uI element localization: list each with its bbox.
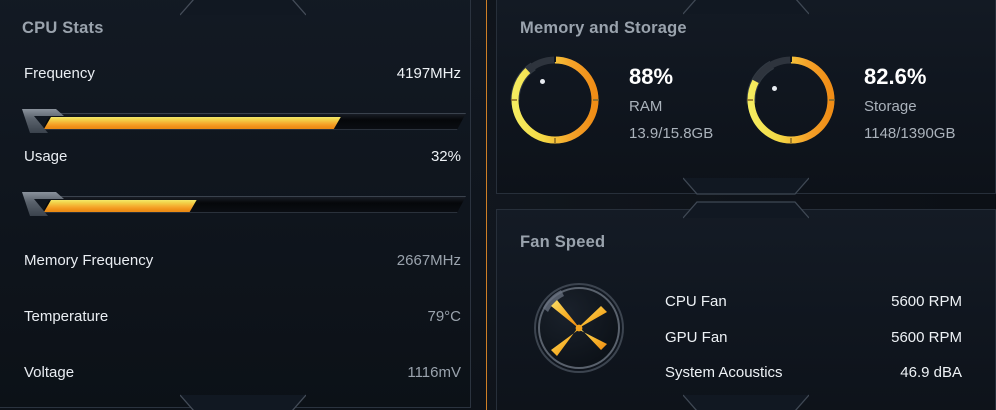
ram-gauge-indicator-dot xyxy=(540,79,545,84)
memory-storage-title: Memory and Storage xyxy=(520,19,687,37)
cpu-usage-label: Usage xyxy=(24,148,68,165)
storage-gauge-detail: 1148/1390GB xyxy=(864,125,956,142)
ram-gauge xyxy=(503,48,607,152)
gpu-fan-label: GPU Fan xyxy=(665,329,728,346)
fan-icon xyxy=(531,280,627,376)
cpu-stats-column: CPU Stats Frequency 4197MHz Usage 32% Me… xyxy=(0,0,486,410)
cpu-usage-bar-track xyxy=(42,196,466,213)
cpu-frequency-bar-fill xyxy=(44,117,341,129)
memory-frequency-label: Memory Frequency xyxy=(24,252,154,269)
memory-frequency-value: 2667MHz xyxy=(396,252,461,269)
memory-storage-panel xyxy=(496,0,996,194)
cpu-stats-title: CPU Stats xyxy=(22,19,104,37)
right-column: Memory and Storage xyxy=(487,0,996,410)
temperature-value: 79°C xyxy=(427,308,461,325)
cpu-frequency-value: 4197MHz xyxy=(396,65,461,82)
storage-gauge-percent: 82.6% xyxy=(864,64,927,89)
voltage-value: 1116mV xyxy=(407,364,461,381)
cpu-usage-bar-fill xyxy=(44,200,197,212)
cpu-frequency-bar-track xyxy=(42,113,466,130)
cpu-fan-value: 5600 RPM xyxy=(891,293,962,310)
cpu-usage-value: 32% xyxy=(430,148,461,165)
column-divider xyxy=(486,0,487,410)
cpu-usage-bar xyxy=(22,191,466,217)
storage-gauge-indicator-dot xyxy=(772,86,777,91)
storage-gauge xyxy=(739,48,843,152)
cpu-fan-label: CPU Fan xyxy=(665,293,727,310)
cpu-frequency-bar xyxy=(22,108,466,134)
temperature-label: Temperature xyxy=(24,308,109,325)
system-acoustics-label: System Acoustics xyxy=(665,364,783,381)
storage-gauge-label: Storage xyxy=(864,98,917,115)
gpu-fan-value: 5600 RPM xyxy=(891,329,962,346)
fan-speed-title: Fan Speed xyxy=(520,233,606,251)
ram-gauge-detail: 13.9/15.8GB xyxy=(629,125,714,142)
ram-gauge-label: RAM xyxy=(629,98,663,115)
cpu-frequency-label: Frequency xyxy=(24,65,95,82)
system-acoustics-value: 46.9 dBA xyxy=(900,364,962,381)
ram-gauge-percent: 88% xyxy=(629,64,674,89)
voltage-label: Voltage xyxy=(24,364,75,381)
